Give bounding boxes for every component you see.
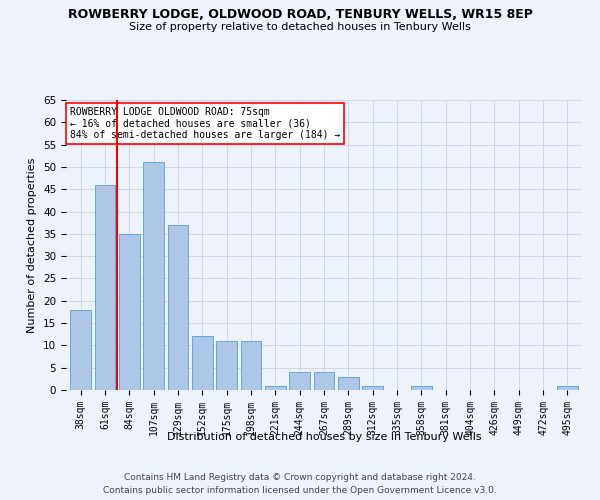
Bar xyxy=(557,386,578,390)
Bar xyxy=(314,372,334,390)
Text: Contains public sector information licensed under the Open Government Licence v3: Contains public sector information licen… xyxy=(103,486,497,495)
Bar xyxy=(265,386,286,390)
Bar xyxy=(192,336,212,390)
Text: Distribution of detached houses by size in Tenbury Wells: Distribution of detached houses by size … xyxy=(167,432,481,442)
Text: ROWBERRY LODGE, OLDWOOD ROAD, TENBURY WELLS, WR15 8EP: ROWBERRY LODGE, OLDWOOD ROAD, TENBURY WE… xyxy=(68,8,532,20)
Bar xyxy=(216,341,237,390)
Bar xyxy=(167,225,188,390)
Bar xyxy=(411,386,432,390)
Text: ROWBERRY LODGE OLDWOOD ROAD: 75sqm
← 16% of detached houses are smaller (36)
84%: ROWBERRY LODGE OLDWOOD ROAD: 75sqm ← 16%… xyxy=(70,106,340,140)
Bar xyxy=(289,372,310,390)
Bar xyxy=(95,185,115,390)
Text: Contains HM Land Registry data © Crown copyright and database right 2024.: Contains HM Land Registry data © Crown c… xyxy=(124,472,476,482)
Bar xyxy=(70,310,91,390)
Bar xyxy=(143,162,164,390)
Text: Size of property relative to detached houses in Tenbury Wells: Size of property relative to detached ho… xyxy=(129,22,471,32)
Bar xyxy=(338,376,359,390)
Y-axis label: Number of detached properties: Number of detached properties xyxy=(28,158,37,332)
Bar xyxy=(362,386,383,390)
Bar xyxy=(119,234,140,390)
Bar xyxy=(241,341,262,390)
